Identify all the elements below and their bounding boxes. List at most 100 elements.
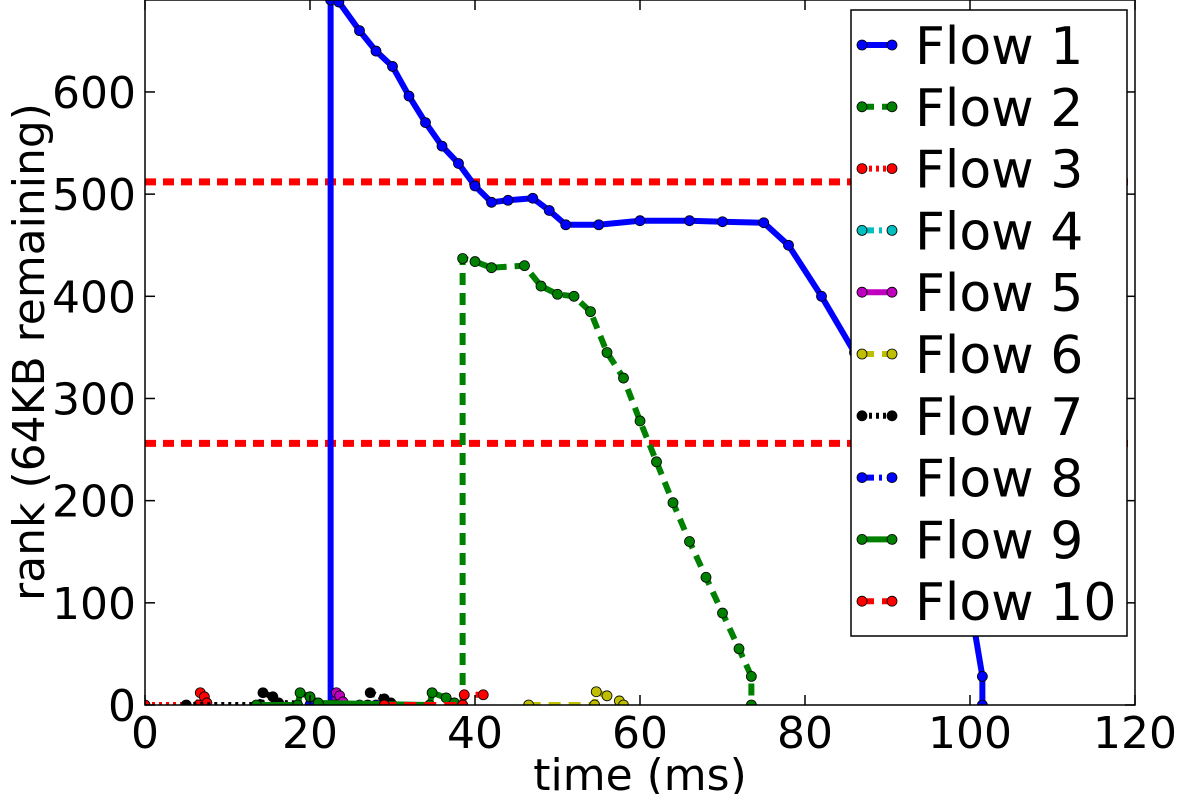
data-point [201, 697, 213, 705]
x-tick-label: 0 [131, 708, 159, 759]
legend-marker [886, 286, 898, 298]
data-point [370, 45, 382, 57]
data-point [618, 699, 629, 705]
data-point [717, 216, 728, 228]
series-9 [250, 687, 460, 705]
legend-label: Flow 3 [915, 141, 1083, 201]
data-point [364, 687, 376, 699]
legend-marker [886, 595, 898, 607]
data-point [180, 699, 192, 705]
data-point [294, 687, 306, 699]
legend-marker [856, 101, 868, 113]
data-point [634, 415, 646, 427]
data-point [568, 290, 580, 302]
legend-label: Flow 8 [915, 450, 1083, 510]
data-point [758, 217, 770, 229]
data-point [745, 699, 757, 705]
data-point [502, 194, 514, 206]
series-3 [145, 687, 213, 705]
legend-label: Flow 1 [915, 17, 1083, 77]
x-tick-label: 80 [777, 708, 833, 759]
legend-marker [886, 39, 898, 51]
legend-label: Flow 10 [915, 573, 1116, 633]
data-point [486, 262, 497, 274]
x-tick-label: 40 [447, 708, 503, 759]
legend-marker [886, 163, 898, 175]
x-tick-label: 20 [282, 708, 338, 759]
data-point [816, 290, 827, 302]
series-6 [523, 686, 629, 705]
data-point [593, 219, 605, 231]
data-point [783, 239, 794, 251]
legend-label: Flow 7 [915, 388, 1083, 448]
legend-box [850, 9, 1128, 637]
legend-marker [886, 410, 898, 422]
data-point [453, 158, 464, 169]
legend-label: Flow 6 [915, 326, 1083, 386]
legend-item: Flow 10 [856, 573, 1116, 633]
y-tick-label: 200 [52, 477, 136, 528]
data-point [590, 686, 602, 698]
legend-marker [886, 224, 898, 236]
x-tick-label: 100 [928, 708, 1012, 759]
data-point [426, 687, 438, 699]
data-point [684, 215, 695, 227]
data-point [527, 192, 539, 204]
data-point [457, 253, 469, 264]
data-point [145, 699, 151, 705]
data-point [601, 347, 613, 358]
legend-item: Flow 9 [856, 511, 1083, 571]
legend-item: Flow 3 [856, 141, 1083, 201]
y-tick-label: 300 [52, 374, 136, 425]
data-point [552, 288, 563, 300]
y-axis-label: rank (64KB remaining) [4, 103, 55, 601]
data-point [436, 140, 448, 152]
data-point [387, 61, 398, 72]
legend-marker [856, 472, 868, 484]
data-point [535, 280, 547, 292]
legend-label: Flow 9 [915, 511, 1083, 571]
legend-label: Flow 2 [915, 79, 1083, 139]
legend-item: Flow 4 [856, 202, 1083, 262]
legend-item: Flow 5 [856, 264, 1083, 324]
series-10 [378, 689, 489, 705]
data-point [585, 306, 596, 318]
y-tick-label: 100 [52, 579, 136, 630]
legend-item: Flow 7 [856, 388, 1083, 448]
legend-label: Flow 5 [915, 264, 1083, 324]
x-axis-label: time (ms) [533, 750, 747, 794]
data-point [684, 536, 695, 547]
data-point [257, 687, 269, 699]
data-point [486, 196, 497, 208]
data-point [458, 689, 470, 701]
legend-marker [856, 410, 868, 422]
y-tick-label: 400 [52, 272, 136, 323]
y-tick-label: 600 [52, 68, 136, 119]
legend-item: Flow 2 [856, 79, 1083, 139]
data-point [700, 571, 712, 583]
data-point [523, 699, 535, 705]
y-tick-label: 500 [52, 170, 136, 221]
data-point [618, 372, 629, 384]
data-point [651, 456, 662, 468]
data-point [250, 699, 262, 705]
legend-marker [856, 39, 868, 51]
legend-marker [856, 286, 868, 298]
data-point [667, 497, 679, 509]
legend-marker [886, 348, 898, 360]
data-point [378, 699, 390, 705]
data-point [634, 215, 646, 227]
data-point [333, 0, 345, 8]
legend-marker [856, 224, 868, 236]
data-point [312, 697, 324, 705]
x-tick-label: 60 [612, 708, 668, 759]
series-7 [180, 687, 397, 705]
data-point [469, 180, 481, 192]
data-point [292, 699, 304, 705]
legend-marker [856, 348, 868, 360]
data-point [519, 260, 530, 272]
series-line-2 [459, 255, 755, 705]
data-point [477, 689, 489, 701]
legend-marker [886, 101, 898, 113]
